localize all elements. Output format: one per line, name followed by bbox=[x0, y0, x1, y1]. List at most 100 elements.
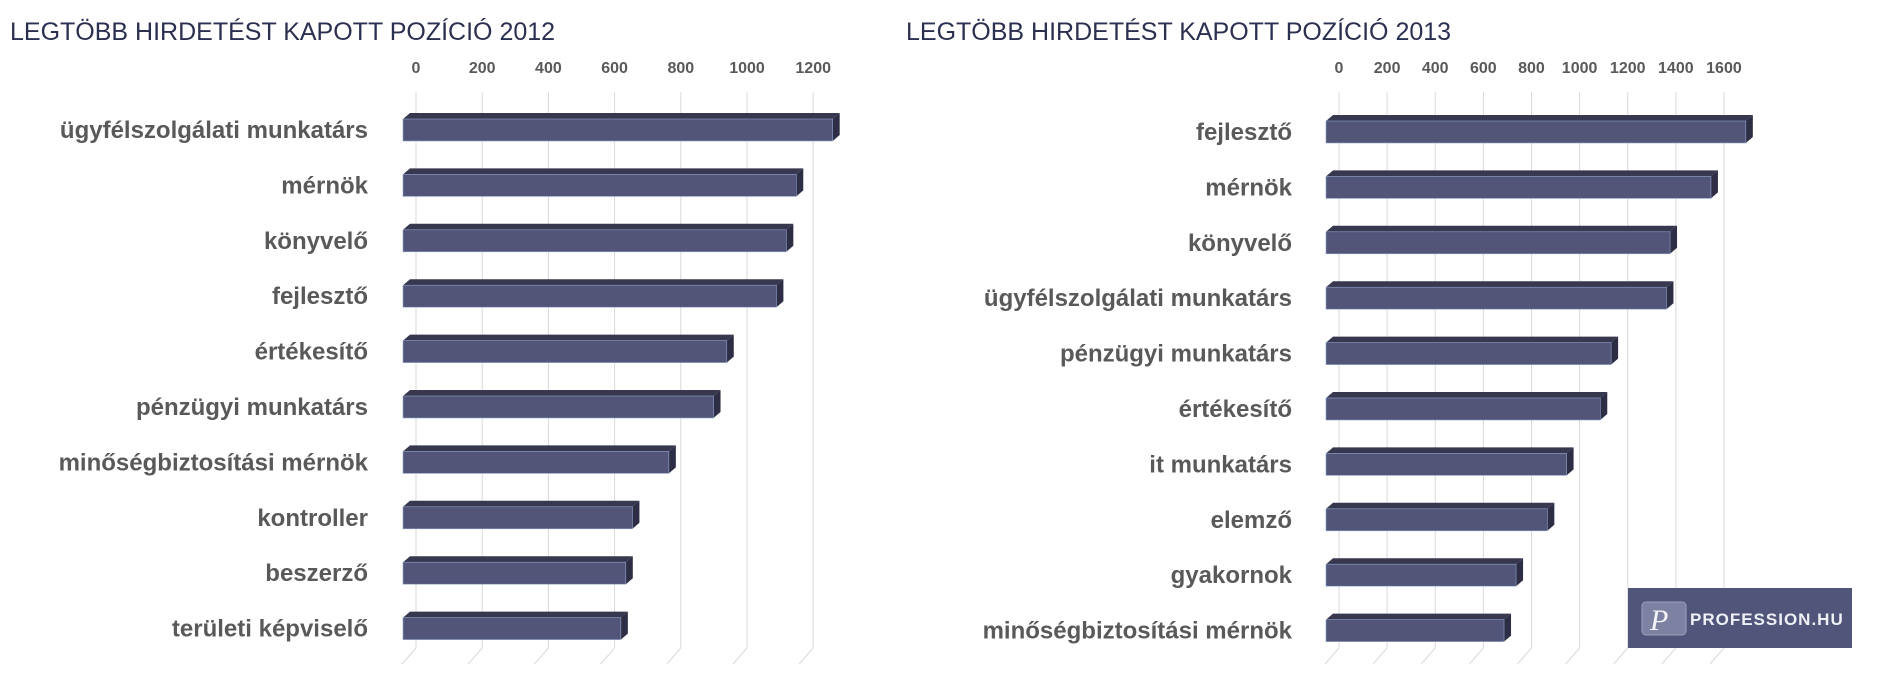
x-tick-label: 1400 bbox=[1658, 60, 1694, 77]
category-label: pénzügyi munkatárs bbox=[1060, 341, 1292, 368]
bar-top-face bbox=[403, 390, 721, 396]
bar-side-face bbox=[726, 334, 734, 363]
bar-side-face bbox=[832, 113, 840, 141]
bar-side-face bbox=[1666, 281, 1674, 310]
bar bbox=[402, 284, 777, 308]
x-tick-label: 600 bbox=[601, 60, 628, 77]
logo-mark-letter: P bbox=[1649, 604, 1668, 637]
x-tick-label: 0 bbox=[412, 60, 421, 77]
bar-top-face bbox=[1326, 336, 1619, 343]
bar-top-face bbox=[1326, 115, 1753, 121]
bar-side-face bbox=[776, 279, 784, 308]
gridline-floor bbox=[1661, 647, 1677, 665]
gridline-floor bbox=[798, 647, 814, 665]
category-label: mérnök bbox=[281, 172, 368, 199]
bar-top-face bbox=[1326, 613, 1512, 620]
x-tick-label: 1200 bbox=[795, 60, 831, 77]
category-label: minőségbiztosítási mérnök bbox=[983, 618, 1293, 645]
category-label: fejlesztő bbox=[272, 283, 368, 310]
bar bbox=[1325, 619, 1505, 642]
bar bbox=[1325, 286, 1667, 310]
bar-side-face bbox=[1600, 392, 1608, 420]
bar-side-face bbox=[632, 500, 640, 529]
gridline-floor bbox=[666, 647, 682, 665]
x-tick-label: 800 bbox=[667, 60, 694, 77]
category-label: könyvelő bbox=[264, 228, 368, 255]
category-label: kontroller bbox=[257, 505, 368, 532]
bar-side-face bbox=[786, 223, 794, 252]
x-tick-label: 1000 bbox=[1562, 60, 1598, 77]
bar bbox=[402, 561, 627, 585]
bar-top-face bbox=[403, 556, 633, 563]
gridline-floor bbox=[1324, 647, 1340, 665]
bar-side-face bbox=[1504, 613, 1512, 642]
bar bbox=[1325, 453, 1567, 476]
bar-side-face bbox=[1516, 558, 1524, 587]
x-tick-label: 600 bbox=[1470, 60, 1497, 77]
bar-top-face bbox=[403, 611, 628, 618]
bar bbox=[402, 174, 797, 197]
bar-side-face bbox=[1745, 115, 1753, 143]
bar bbox=[402, 451, 670, 474]
bar-top-face bbox=[1326, 502, 1555, 509]
bar-side-face bbox=[620, 611, 628, 640]
x-tick-label: 1600 bbox=[1706, 60, 1742, 77]
category-label: értékesítő bbox=[255, 339, 368, 366]
x-tick-label: 200 bbox=[469, 60, 496, 77]
bar-top-face bbox=[403, 334, 734, 341]
gridline-floor bbox=[1613, 647, 1629, 665]
x-tick-label: 1200 bbox=[1610, 60, 1646, 77]
category-label: it munkatárs bbox=[1149, 451, 1292, 478]
gridline-floor bbox=[1372, 647, 1388, 665]
bar-side-face bbox=[796, 168, 804, 197]
category-label: elemző bbox=[1211, 507, 1292, 534]
category-label: beszerző bbox=[265, 560, 368, 587]
bar bbox=[402, 506, 633, 530]
category-label: értékesítő bbox=[1179, 396, 1292, 423]
logo-mark-icon bbox=[1641, 601, 1687, 636]
bar bbox=[402, 229, 787, 253]
bar bbox=[1325, 563, 1517, 587]
gridline-floor bbox=[600, 647, 615, 665]
category-label: könyvelő bbox=[1188, 230, 1292, 257]
bar-side-face bbox=[668, 445, 676, 474]
gridline-floor bbox=[1565, 647, 1580, 665]
bar-top-face bbox=[403, 500, 640, 507]
gridline-floor bbox=[1517, 647, 1532, 665]
bar bbox=[1325, 120, 1747, 144]
category-label: gyakornok bbox=[1171, 562, 1293, 589]
bar-top-face bbox=[1326, 170, 1718, 177]
bar bbox=[402, 340, 728, 363]
x-tick-label: 400 bbox=[535, 60, 562, 77]
gridline-floor bbox=[467, 647, 483, 665]
bar-top-face bbox=[403, 279, 784, 286]
bar-top-face bbox=[403, 223, 794, 230]
bar bbox=[402, 395, 714, 419]
bar-top-face bbox=[403, 445, 676, 452]
category-label: minőségbiztosítási mérnök bbox=[59, 449, 369, 476]
category-label: pénzügyi munkatárs bbox=[136, 394, 368, 421]
bar-top-face bbox=[1326, 447, 1574, 454]
bar-side-face bbox=[1670, 225, 1678, 254]
bar bbox=[1325, 397, 1601, 421]
chart-title: LEGTÖBB HIRDETÉST KAPOTT POZÍCIÓ 2012 bbox=[10, 17, 555, 46]
gridline-floor bbox=[534, 647, 549, 665]
x-tick-label: 200 bbox=[1374, 60, 1401, 77]
bar bbox=[1325, 231, 1671, 255]
chart-title: LEGTÖBB HIRDETÉST KAPOTT POZÍCIÓ 2013 bbox=[906, 17, 1451, 46]
bar-top-face bbox=[403, 113, 840, 119]
bar-side-face bbox=[1710, 170, 1718, 199]
bar bbox=[1325, 176, 1712, 199]
gridline-floor bbox=[1468, 647, 1484, 665]
category-label: mérnök bbox=[1205, 174, 1292, 201]
bar-side-face bbox=[1611, 336, 1619, 365]
bar-top-face bbox=[403, 168, 804, 175]
bar-side-face bbox=[625, 556, 633, 585]
gridline-floor bbox=[1420, 647, 1436, 665]
bar bbox=[402, 118, 833, 142]
bar bbox=[1325, 342, 1612, 365]
gridline-floor bbox=[732, 647, 748, 665]
x-tick-label: 800 bbox=[1518, 60, 1545, 77]
x-tick-label: 0 bbox=[1335, 60, 1344, 77]
